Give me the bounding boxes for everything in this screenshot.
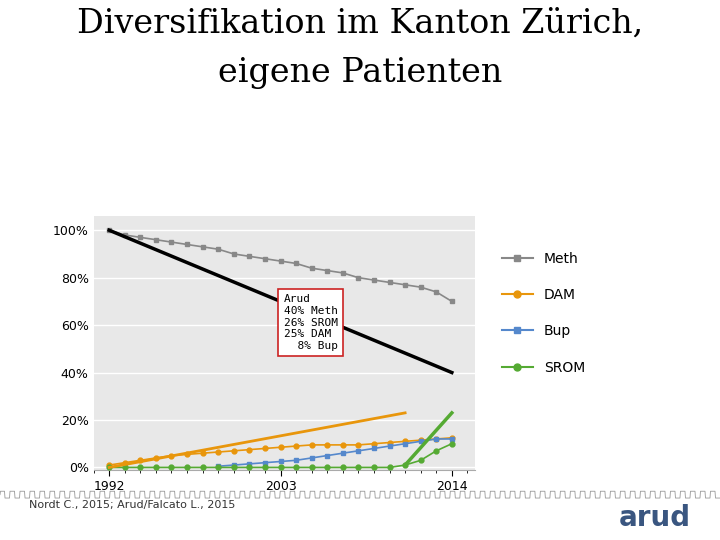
Text: Arud
40% Meth
26% SROM
25% DAM
  8% Bup: Arud 40% Meth 26% SROM 25% DAM 8% Bup — [284, 294, 338, 351]
Legend: Meth, DAM, Bup, SROM: Meth, DAM, Bup, SROM — [497, 246, 590, 380]
Text: eigene Patienten: eigene Patienten — [218, 57, 502, 89]
Text: Diversifikation im Kanton Zürich,: Diversifikation im Kanton Zürich, — [77, 8, 643, 40]
Text: Nordt C., 2015; Arud/Falcato L., 2015: Nordt C., 2015; Arud/Falcato L., 2015 — [29, 500, 235, 510]
Text: arud: arud — [619, 504, 691, 532]
